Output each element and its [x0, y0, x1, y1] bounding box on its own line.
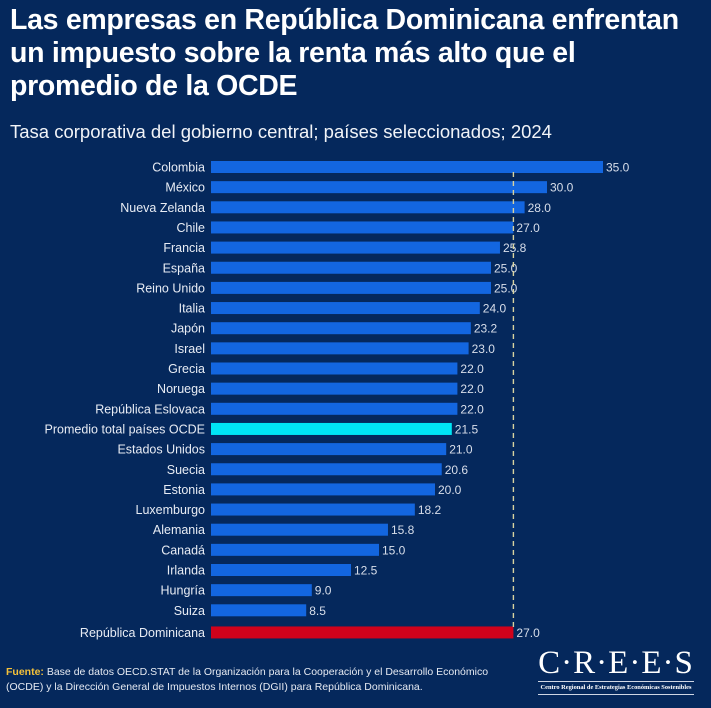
value-label-mexico: 30.0 [550, 181, 574, 195]
value-label-hungria: 9.0 [315, 584, 332, 598]
bar-suecia [211, 463, 442, 476]
category-label-colombia: Colombia [152, 161, 205, 175]
category-label-alemania: Alemania [153, 523, 205, 537]
bar-colombia [211, 161, 603, 173]
value-label-francia: 25.8 [503, 241, 527, 255]
value-label-japon: 23.2 [474, 322, 498, 336]
bar-italia [211, 302, 480, 315]
labels-layer: Colombia 35.0 México 30.0 Nueva Zelanda 28.0 C… [45, 161, 630, 640]
value-label-irlanda: 12.5 [354, 564, 378, 578]
category-label-grecia: Grecia [168, 362, 205, 376]
bar-chile [211, 221, 514, 234]
value-label-nueva-zelanda: 28.0 [528, 201, 552, 215]
bar-republica-eslovaca [211, 402, 458, 415]
category-label-noruega: Noruega [157, 382, 205, 396]
value-label-alemania: 15.8 [391, 523, 415, 537]
category-label-luxemburgo: Luxemburgo [136, 503, 206, 517]
category-label-japon: Japón [171, 322, 205, 336]
source-text: Base de datos OECD.STAT de la Organizaci… [6, 666, 489, 693]
value-label-chile: 27.0 [516, 221, 540, 235]
logo-divider-top [538, 681, 694, 682]
category-label-canada: Canadá [161, 543, 205, 557]
bar-alemania [211, 523, 388, 536]
category-label-israel: Israel [174, 342, 205, 356]
category-label-reino-unido: Reino Unido [136, 281, 205, 295]
chart-title: Las empresas en República Dominicana enf… [10, 4, 679, 102]
bar-promedio-total-paises-ocde [211, 422, 452, 435]
value-label-luxemburgo: 18.2 [418, 503, 442, 517]
bar-estados-unidos [211, 443, 447, 456]
category-label-estados-unidos: Estados Unidos [117, 443, 205, 457]
bars-layer [211, 161, 603, 639]
value-label-promedio-total-paises-ocde: 21.5 [455, 422, 479, 436]
bar-suiza [211, 604, 307, 617]
bar-luxemburgo [211, 503, 415, 516]
bar-estonia [211, 483, 435, 496]
value-label-estonia: 20.0 [438, 483, 462, 497]
logo-divider-bottom [538, 694, 694, 695]
bar-chart: Colombia 35.0 México 30.0 Nueva Zelanda 28.0 C… [45, 161, 630, 640]
value-label-italia: 24.0 [483, 302, 507, 316]
bar-republica-dominicana [211, 626, 514, 639]
value-label-israel: 23.0 [472, 342, 496, 356]
bar-espana [211, 261, 491, 274]
chart-subtitle: Tasa corporativa del gobierno central; p… [10, 121, 552, 142]
category-label-irlanda: Irlanda [167, 564, 205, 578]
value-label-grecia: 22.0 [460, 362, 484, 376]
source-label: Fuente: [6, 666, 44, 678]
category-label-francia: Francia [163, 241, 205, 255]
value-label-canada: 15.0 [382, 543, 406, 557]
bar-reino-unido [211, 281, 491, 294]
category-label-suecia: Suecia [167, 463, 205, 477]
bar-francia [211, 241, 500, 254]
value-label-reino-unido: 25.0 [494, 281, 518, 295]
bar-canada [211, 543, 379, 556]
value-label-colombia: 35.0 [606, 161, 630, 175]
category-label-estonia: Estonia [163, 483, 205, 497]
category-label-mexico: México [165, 181, 205, 195]
value-label-noruega: 22.0 [460, 382, 484, 396]
bar-noruega [211, 382, 458, 395]
category-label-hungria: Hungría [161, 584, 206, 598]
source-note: Fuente: Base de datos OECD.STAT de la Or… [6, 665, 516, 695]
category-label-republica-dominicana: República Dominicana [80, 626, 205, 640]
value-label-republica-eslovaca: 22.0 [460, 402, 484, 416]
category-label-italia: Italia [179, 302, 205, 316]
bar-hungria [211, 584, 312, 597]
logo-wordmark: C·R·E·E·S [538, 645, 694, 681]
category-label-republica-eslovaca: República Eslovaca [95, 402, 205, 416]
bar-grecia [211, 362, 458, 375]
value-label-espana: 25.0 [494, 261, 518, 275]
crees-logo: C·R·E·E·S Centro Regional de Estrategias… [532, 646, 700, 695]
value-label-suecia: 20.6 [445, 463, 469, 477]
logo-tagline: Centro Regional de Estrategias Económica… [540, 684, 692, 691]
bar-irlanda [211, 564, 351, 576]
bar-nueva-zelanda [211, 201, 525, 214]
bar-israel [211, 342, 469, 355]
category-label-suiza: Suiza [174, 604, 205, 618]
bar-japon [211, 322, 471, 335]
category-label-chile: Chile [177, 221, 206, 235]
value-label-republica-dominicana: 27.0 [516, 626, 540, 640]
value-label-estados-unidos: 21.0 [449, 443, 473, 457]
category-label-nueva-zelanda: Nueva Zelanda [120, 201, 205, 215]
value-label-suiza: 8.5 [309, 604, 326, 618]
category-label-espana: España [163, 261, 205, 275]
bar-mexico [211, 181, 547, 194]
category-label-promedio-total-paises-ocde: Promedio total países OCDE [45, 422, 206, 436]
